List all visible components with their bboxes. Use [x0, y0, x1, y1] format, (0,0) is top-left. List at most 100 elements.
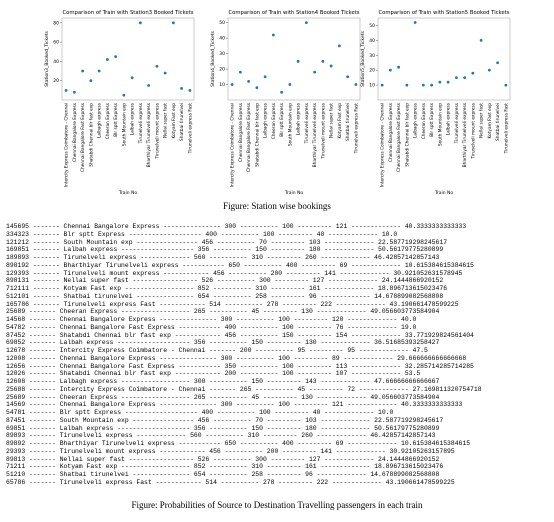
- y-tick-label: 20: [53, 78, 59, 84]
- output-line: 12008 ------- Chennai Bangalore Express …: [6, 354, 467, 362]
- point: [405, 83, 409, 87]
- x-tick-label: Chennai Bangalore Fast Express: [246, 102, 252, 172]
- x-tick-label: Tirunelveli express: [304, 102, 310, 144]
- y-tick-label: 40: [53, 59, 59, 65]
- point: [413, 21, 417, 24]
- x-tick-label: Blr sptt Express: [113, 102, 119, 137]
- x-tick-label: Chennai Bangalore Fast Express: [396, 102, 402, 172]
- output-line: 87451 ------- South Mountain exp -------…: [6, 416, 444, 424]
- point: [238, 70, 242, 74]
- output-line: 12608 ------- Lalbagh express ----------…: [6, 378, 440, 385]
- point: [354, 83, 358, 86]
- point: [247, 80, 251, 83]
- x-tick-label: Bharthiyar Tirunelveli express: [462, 102, 468, 167]
- y-tick-label: 30: [369, 53, 375, 59]
- point: [230, 83, 234, 86]
- output-line: 87452 ------- Shatabdi Chennai blr fast …: [6, 331, 474, 339]
- chart-title: Comparison of Train with Station4 Booked…: [228, 10, 359, 16]
- output-line: 89892 ------- Bharthiyar Tirunelveli exp…: [6, 440, 471, 447]
- point: [321, 59, 325, 63]
- y-tick-label: 10: [369, 83, 375, 89]
- point: [64, 88, 68, 92]
- point: [388, 68, 392, 72]
- x-tick-label: Lalbagh express: [97, 102, 103, 138]
- x-tick-label: Shatbai tirunelvei: [495, 103, 501, 141]
- point: [496, 61, 500, 65]
- x-tick-label: Tirunelveli mount express: [154, 102, 160, 159]
- x-tick-label: South Mountain exp: [287, 103, 293, 146]
- output-line: 69852 ------- Lalbah express -----------…: [6, 339, 440, 347]
- output-line: 189893 ------- Tirunelveli express -----…: [6, 254, 440, 261]
- x-tick-label: Chennai Bangalore Fast Express: [80, 102, 86, 172]
- point: [463, 76, 467, 80]
- output-line: 898192 ------- Bharthiyar Tirunelveli ex…: [6, 261, 474, 269]
- y-tick-label: 40: [369, 38, 375, 44]
- output-line: 25688 ------- Intercity Express Coimbato…: [6, 385, 482, 393]
- output-line: 14568 ------- Chennai Bangalore Express …: [6, 316, 417, 323]
- output-line: 54781 ------- Blr sptt Express ---------…: [6, 409, 394, 416]
- x-tick-label: Chennai Bangalore Express: [388, 102, 394, 162]
- point: [446, 80, 450, 84]
- y-tick-label: 50: [219, 20, 225, 26]
- x-tick-label: Shatbai tirunelvei: [179, 103, 185, 141]
- plot-area: [377, 17, 511, 101]
- point: [487, 68, 491, 72]
- x-tick-label: Tirunelveli express Fast: [503, 103, 509, 155]
- caption: Figure: Probabilities of Source to Desti…: [131, 500, 423, 510]
- output-line: 898131 ------- Nellai super fast -------…: [6, 277, 444, 285]
- x-tick-label: Bharthiyar Tirunelveli express: [146, 102, 152, 167]
- charts: Comparison of Train with Station3 Booked…: [44, 10, 511, 196]
- output-line: 51210 ------- Shatbai tirunelvei -------…: [6, 471, 440, 478]
- output-line: 334323 ------- Blr sptt Express --------…: [6, 230, 398, 238]
- output-line: 69851 ------- Lalbah express -----------…: [6, 424, 440, 432]
- point: [97, 69, 101, 73]
- x-tick-label: South Mountain exp: [121, 103, 127, 146]
- x-axis-label: Train No: [284, 190, 304, 196]
- point: [397, 65, 401, 69]
- x-tick-label: Kotyam Fast exp: [337, 103, 343, 139]
- point: [337, 44, 341, 48]
- y-tick-label: 30: [219, 51, 225, 57]
- x-tick-label: Cheeran Express: [421, 102, 427, 139]
- y-tick-label: 20: [369, 68, 375, 74]
- point: [346, 75, 350, 79]
- point: [147, 84, 151, 87]
- x-tick-label: Nellai super fast: [329, 103, 335, 138]
- point: [138, 21, 142, 25]
- output-line: 712111 ------- Kotyam Fast exp ---------…: [6, 285, 448, 292]
- x-axis-label: Train No: [434, 190, 454, 196]
- point: [454, 76, 458, 80]
- point: [89, 79, 93, 83]
- point: [430, 83, 434, 87]
- x-tick-label: Intercity Express Coimbatore - Chennai: [380, 103, 386, 187]
- point: [105, 58, 109, 61]
- x-tick-label: Chennai Bangalore Express: [72, 102, 78, 162]
- y-tick-label: 50: [369, 23, 375, 29]
- x-axis-label: Train No: [118, 190, 138, 196]
- point: [163, 71, 167, 75]
- point: [255, 86, 259, 90]
- output-line: 129393 ------- Tirunelveli mount express…: [6, 269, 463, 277]
- output-line: 12678 ------- Intercity Express Coimbato…: [6, 347, 428, 354]
- point: [288, 83, 292, 86]
- x-tick-label: Lalbah express: [130, 102, 136, 135]
- x-tick-label: Kotyam Fast exp: [171, 103, 177, 139]
- output-line: 54782 ------- Chennai Bangalore Fast Exp…: [6, 323, 417, 331]
- point: [72, 90, 76, 94]
- x-tick-label: South Mountain exp: [437, 103, 443, 146]
- x-tick-label: Blr sptt Express: [279, 102, 285, 137]
- y-axis-label: Station3_Booked_Tickets: [44, 31, 50, 87]
- x-tick-label: Tirunelveli express Fast: [187, 103, 193, 155]
- point: [180, 87, 184, 90]
- point: [122, 93, 126, 97]
- point: [471, 71, 475, 75]
- x-tick-label: Lalbagh express: [413, 102, 419, 138]
- x-tick-label: Kotyam Fast exp: [487, 103, 493, 139]
- x-tick-label: Intercity Express Coimbatore - Chennai: [64, 103, 70, 187]
- point: [380, 83, 384, 87]
- x-tick-label: Blr sptt Express: [429, 102, 435, 137]
- output-line: 512101 ------- Shatbai tirunelvei ------…: [6, 292, 444, 300]
- x-tick-label: Cheeran Express: [105, 102, 111, 139]
- console-output: 145695 ------- Chennai Bangalore Express…: [6, 223, 551, 487]
- point: [479, 38, 483, 42]
